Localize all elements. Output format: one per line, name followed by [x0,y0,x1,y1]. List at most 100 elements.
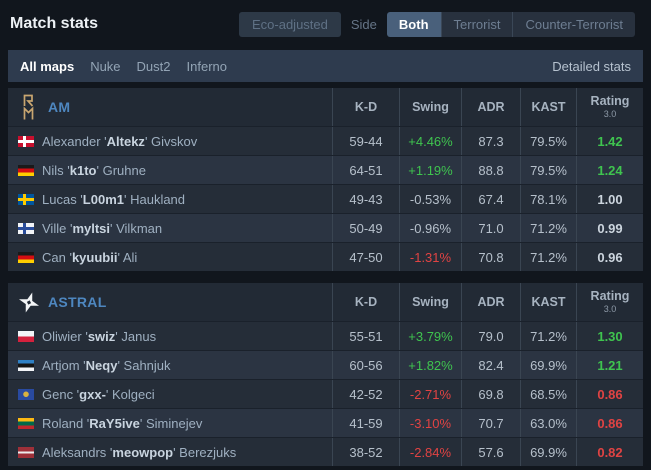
column-header: ADR [461,283,520,321]
swing-value: -1.31% [399,243,461,271]
player-row: Aleksandrs 'meowpop' Berezjuks 38-52 -2.84… [8,437,643,466]
kd-value: 38-52 [332,438,399,466]
swing-value: -0.96% [399,214,461,242]
team-stats-table-1: AM K-D Swing ADR KAST Rating 3.0 Alexander 'Alt… [8,88,643,271]
map-filter-inferno[interactable]: Inferno [186,58,227,74]
column-header: Swing [399,283,461,321]
flag-sweden-icon [18,193,34,205]
adr-value: 71.0 [461,214,520,242]
flag-latvia-icon [18,446,34,458]
swing-value: +4.46% [399,127,461,155]
column-header-rating: Rating 3.0 [576,88,643,126]
rating-value: 0.86 [576,380,643,408]
tab-terrorist[interactable]: Terrorist [440,11,513,37]
flag-denmark-icon [18,135,34,147]
adr-value: 70.8 [461,243,520,271]
flag-poland-icon [18,330,34,342]
team-table-header-row: AM K-D Swing ADR KAST Rating 3.0 [8,88,643,126]
swing-value: +3.79% [399,322,461,350]
swing-value: -2.84% [399,438,461,466]
column-header: KAST [520,88,576,126]
team-stats-table-2: ASTRAL K-D Swing ADR KAST Rating 3.0 Oliwier 's… [8,283,643,466]
rating-value: 1.24 [576,156,643,184]
rating-value: 1.30 [576,322,643,350]
column-header: K-D [332,283,399,321]
kast-value: 71.2% [520,322,576,350]
kd-value: 49-43 [332,185,399,213]
swing-value: +1.19% [399,156,461,184]
player-row: Lucas 'L00m1' Haukland 49-43 -0.53% 67.4 78.… [8,184,643,213]
stats-header: Match stats Eco-adjusted Side Both Terro… [0,0,651,48]
player-row: Nils 'k1to' Gruhne 64-51 +1.19% 88.8 79.5% 1.… [8,155,643,184]
column-header: K-D [332,88,399,126]
flag-estonia-icon [18,359,34,371]
kd-value: 41-59 [332,409,399,437]
tab-both[interactable]: Both [386,11,441,37]
header-controls: Eco-adjusted Side Both Terrorist Counter… [238,11,635,37]
player-name-link[interactable]: Artjom 'Neqy' Sahnjuk [42,357,171,373]
swing-value: -3.10% [399,409,461,437]
adr-value: 57.6 [461,438,520,466]
player-name-link[interactable]: Roland 'RaY5ive' Siminejev [42,415,203,431]
adr-value: 87.3 [461,127,520,155]
kast-value: 69.9% [520,351,576,379]
flag-kosovo-icon [18,388,34,400]
flag-germany-icon [18,164,34,176]
adr-value: 79.0 [461,322,520,350]
rating-value: 0.82 [576,438,643,466]
flag-germany-icon [18,251,34,263]
kast-value: 79.5% [520,156,576,184]
map-filter-nuke[interactable]: Nuke [90,58,121,74]
kd-value: 64-51 [332,156,399,184]
side-label: Side [350,16,377,32]
player-name-link[interactable]: Nils 'k1to' Gruhne [42,162,146,178]
player-name-link[interactable]: Ville 'myltsi' Vilkman [42,220,163,236]
player-row: Alexander 'Altekz' Givskov 59-44 +4.46% 87.… [8,126,643,155]
team-name-link[interactable]: AM [48,99,71,115]
astral-star-logo [18,291,40,313]
kd-value: 50-49 [332,214,399,242]
player-row: Oliwier 'swiz' Janus 55-51 +3.79% 79.0 71.2%… [8,321,643,350]
kast-value: 78.1% [520,185,576,213]
adr-value: 70.7 [461,409,520,437]
player-row: Ville 'myltsi' Vilkman 50-49 -0.96% 71.0 71.… [8,213,643,242]
team-name-link[interactable]: ASTRAL [48,294,107,310]
detailed-stats-link[interactable]: Detailed stats [552,58,631,74]
player-name-link[interactable]: Alexander 'Altekz' Givskov [42,133,198,149]
player-name-link[interactable]: Oliwier 'swiz' Janus [42,328,157,344]
maps-bar: All maps Nuke Dust2 Inferno Detailed sta… [8,50,643,82]
adr-value: 82.4 [461,351,520,379]
kast-value: 69.9% [520,438,576,466]
kast-value: 63.0% [520,409,576,437]
rating-value: 1.21 [576,351,643,379]
player-row: Genc 'gxx-' Kolgeci 42-52 -2.71% 69.8 68.5% 0… [8,379,643,408]
page-title: Match stats [10,15,99,32]
adr-value: 67.4 [461,185,520,213]
map-filter-all-maps[interactable]: All maps [20,58,75,74]
player-name-link[interactable]: Lucas 'L00m1' Haukland [42,191,186,207]
rating-value: 0.86 [576,409,643,437]
column-header: Swing [399,88,461,126]
rating-value: 0.99 [576,214,643,242]
eco-adjusted-button[interactable]: Eco-adjusted [238,11,341,37]
kd-value: 55-51 [332,322,399,350]
kd-value: 42-52 [332,380,399,408]
am-crest-logo [23,94,34,119]
flag-finland-icon [18,222,34,234]
adr-value: 69.8 [461,380,520,408]
player-name-link[interactable]: Genc 'gxx-' Kolgeci [42,386,155,402]
column-header: KAST [520,283,576,321]
player-name-link[interactable]: Can 'kyuubii' Ali [42,249,138,265]
swing-value: -0.53% [399,185,461,213]
player-name-link[interactable]: Aleksandrs 'meowpop' Berezjuks [42,444,237,460]
swing-value: +1.82% [399,351,461,379]
team-table-header-row: ASTRAL K-D Swing ADR KAST Rating 3.0 [8,283,643,321]
team-logo [18,291,40,314]
tab-counter-terrorist[interactable]: Counter-Terrorist [512,11,635,37]
flag-lithuania-icon [18,417,34,429]
map-filter-dust2[interactable]: Dust2 [136,58,171,74]
swing-value: -2.71% [399,380,461,408]
team-logo [18,94,40,121]
kast-value: 71.2% [520,214,576,242]
column-header-rating: Rating 3.0 [576,283,643,321]
